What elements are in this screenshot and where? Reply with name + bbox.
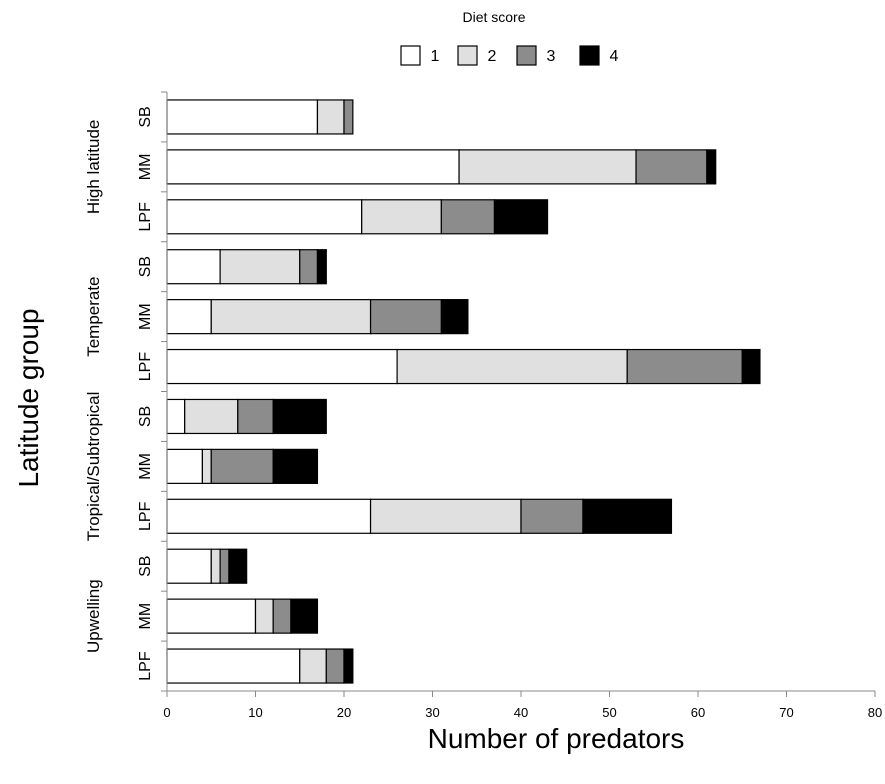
bar-segment-11-score-3 xyxy=(272,598,292,634)
bar-segment-7-score-3 xyxy=(237,398,274,435)
category-label-2: MM xyxy=(137,154,154,181)
x-tick-label: 20 xyxy=(337,705,351,720)
bar-segment-2-score-1 xyxy=(166,149,460,185)
x-tick-label: 70 xyxy=(779,705,793,720)
group-label-1: High latitude xyxy=(84,120,103,215)
bar-segment-1-score-3 xyxy=(343,99,354,135)
bar-segment-7-score-2 xyxy=(184,398,239,435)
bar-segment-3-score-2 xyxy=(361,199,442,235)
bar-segment-7-score-4 xyxy=(272,398,327,435)
bar-segment-5-score-2 xyxy=(210,299,372,335)
category-label-11: MM xyxy=(137,603,154,630)
x-tick-label: 40 xyxy=(514,705,528,720)
category-label-12: LPF xyxy=(137,651,154,681)
legend: 1 2 3 4 xyxy=(400,45,619,66)
bar-segment-7-score-1 xyxy=(166,398,186,435)
bar-segment-9-score-2 xyxy=(369,498,522,534)
category-label-9: LPF xyxy=(137,501,154,531)
bar-segment-10-score-4 xyxy=(228,548,248,584)
bar-segment-9-score-4 xyxy=(582,498,673,534)
bar-segment-4-score-4 xyxy=(316,249,327,285)
bar-segment-2-score-3 xyxy=(635,149,708,185)
axes: 0 10 20 30 40 50 60 70 80 xyxy=(161,91,882,720)
bar-segment-5-score-3 xyxy=(369,299,442,335)
category-label-7: SB xyxy=(137,406,154,427)
bar-segment-3-score-1 xyxy=(166,199,363,235)
legend-label-1: 1 xyxy=(431,48,440,65)
bar-segment-4-score-3 xyxy=(299,249,319,285)
legend-swatch-3 xyxy=(516,45,537,66)
x-tick-label: 30 xyxy=(425,705,439,720)
bar-segment-10-score-1 xyxy=(166,548,212,584)
bar-segment-11-score-2 xyxy=(254,598,274,634)
category-labels: SB MM LPF SB MM LPF SB MM LPF SB MM LPF xyxy=(137,106,154,680)
bar-segment-12-score-3 xyxy=(325,648,345,684)
bar-segment-12-score-1 xyxy=(166,648,301,684)
group-label-3: Tropical/Subtropical xyxy=(84,392,103,542)
x-tick-label: 80 xyxy=(868,705,882,720)
legend-label-4: 4 xyxy=(610,48,619,65)
category-label-10: SB xyxy=(137,556,154,577)
category-label-5: MM xyxy=(137,303,154,330)
bar-segment-1-score-2 xyxy=(316,99,345,135)
x-tick-label: 60 xyxy=(691,705,705,720)
bar-segment-9-score-3 xyxy=(520,498,584,534)
legend-label-2: 2 xyxy=(488,48,497,65)
bar-segment-8-score-1 xyxy=(166,448,204,484)
x-tick-label: 0 xyxy=(163,705,170,720)
category-label-3: LPF xyxy=(137,202,154,232)
x-axis-title: Number of predators xyxy=(428,723,685,754)
bar-segment-8-score-4 xyxy=(272,448,319,484)
bar-segment-6-score-2 xyxy=(396,348,628,385)
bar-segment-12-score-2 xyxy=(299,648,327,684)
bar-segment-5-score-1 xyxy=(166,299,212,335)
bar-segment-5-score-4 xyxy=(440,299,469,335)
bar-segment-11-score-1 xyxy=(166,598,257,634)
bar-segment-6-score-1 xyxy=(166,348,398,385)
bar-segment-3-score-3 xyxy=(440,199,496,235)
bar-segment-4-score-1 xyxy=(166,249,221,285)
category-label-1: SB xyxy=(137,106,154,127)
legend-label-3: 3 xyxy=(547,48,556,65)
bar-segment-3-score-4 xyxy=(493,199,549,235)
y-axis-title: Latitude group xyxy=(13,308,44,487)
bar-segment-2-score-4 xyxy=(706,149,717,185)
bar-segment-1-score-1 xyxy=(166,99,319,135)
bars xyxy=(166,99,761,684)
bar-segment-8-score-3 xyxy=(210,448,274,484)
group-label-4: Upwelling xyxy=(84,579,103,653)
x-tick-label: 50 xyxy=(602,705,616,720)
group-labels: High latitude Temperate Tropical/Subtropic… xyxy=(84,120,103,653)
bar-segment-2-score-2 xyxy=(458,149,637,185)
bar-segment-8-score-2 xyxy=(201,448,212,484)
bar-segment-4-score-2 xyxy=(219,249,301,285)
bar-segment-10-score-2 xyxy=(210,548,221,584)
category-label-6: LPF xyxy=(137,352,154,382)
bar-segment-10-score-3 xyxy=(219,548,230,584)
x-tick-label: 10 xyxy=(248,705,262,720)
bar-segment-6-score-3 xyxy=(626,348,743,385)
bar-segment-11-score-4 xyxy=(290,598,319,634)
legend-title: Diet score xyxy=(462,9,525,25)
bar-segment-6-score-4 xyxy=(741,348,761,385)
category-label-4: SB xyxy=(137,256,154,277)
category-label-8: MM xyxy=(137,453,154,480)
group-label-2: Temperate xyxy=(84,276,103,356)
legend-swatch-2 xyxy=(457,45,478,66)
legend-swatch-4 xyxy=(579,45,600,66)
bar-segment-12-score-4 xyxy=(343,648,354,684)
bar-segment-9-score-1 xyxy=(166,498,372,534)
legend-swatch-1 xyxy=(400,45,421,66)
